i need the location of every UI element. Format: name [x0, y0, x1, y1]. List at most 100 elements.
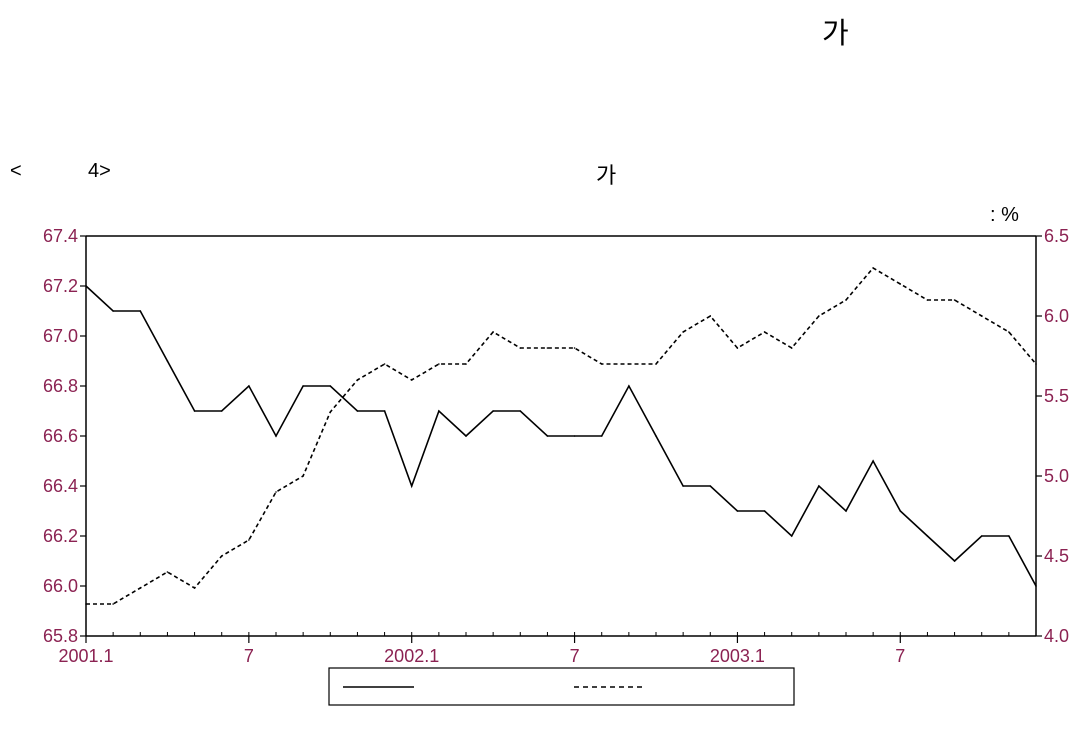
data-point: [193, 410, 196, 412]
data-point: [790, 347, 793, 349]
data-point: [329, 411, 332, 413]
left-tick-label: 66.4: [43, 476, 78, 496]
data-point: [953, 560, 956, 562]
data-point: [926, 535, 929, 537]
left-tick-label: 65.8: [43, 626, 78, 646]
x-tick-label: 2002.1: [384, 646, 439, 666]
data-point: [220, 555, 223, 557]
data-point: [519, 347, 522, 349]
data-point: [492, 331, 494, 333]
data-point: [356, 410, 359, 412]
x-tick-label: 7: [895, 646, 905, 666]
left-tick-label: 67.2: [43, 276, 78, 296]
data-point: [112, 310, 114, 312]
figure-caption-bracket: <: [10, 160, 22, 182]
data-point: [248, 539, 250, 541]
left-tick-label: 66.2: [43, 526, 78, 546]
data-point: [519, 410, 522, 412]
x-tick-label: 7: [570, 646, 580, 666]
right-tick-label: 4.5: [1044, 546, 1069, 566]
left-tick-label: 66.6: [43, 426, 78, 446]
data-point: [899, 510, 902, 512]
data-point: [655, 435, 657, 437]
series-line-solid: [85, 285, 1037, 587]
data-point: [709, 485, 712, 487]
data-point: [682, 485, 684, 487]
chart-legend: [328, 667, 795, 706]
right-tick-label: 6.0: [1044, 306, 1069, 326]
data-point: [573, 435, 576, 437]
data-point: [845, 299, 847, 301]
data-point: [899, 283, 902, 285]
left-tick-label: 66.0: [43, 576, 78, 596]
data-point: [465, 435, 467, 437]
data-point: [275, 491, 277, 493]
data-point: [438, 410, 440, 412]
unit-label: : %: [990, 204, 1019, 226]
data-point: [600, 363, 603, 365]
left-tick-label: 66.8: [43, 376, 78, 396]
data-point: [980, 535, 983, 537]
data-point: [112, 603, 114, 605]
x-tick-label: 2001.1: [58, 646, 113, 666]
x-tick-label: 2003.1: [710, 646, 765, 666]
left-axis-ticks: 65.8 66.0 66.2 66.4 66.6 66.8 67.0 67.2 67.4: [43, 226, 86, 646]
data-point: [926, 299, 929, 301]
data-point: [383, 410, 386, 412]
data-point: [953, 299, 956, 301]
data-point: [329, 385, 332, 387]
data-point: [166, 571, 169, 573]
data-point: [980, 315, 983, 317]
left-tick-label: 67.4: [43, 226, 78, 246]
figure-caption-number: 4>: [88, 160, 111, 182]
chart-series: [85, 266, 1037, 605]
data-point: [628, 363, 630, 365]
data-point: [763, 510, 766, 512]
x-axis-ticks: 2001.1 7 2002.1 7 2003.1 7: [58, 632, 1037, 666]
data-point: [655, 363, 657, 365]
right-tick-label: 6.5: [1044, 226, 1069, 246]
data-point: [736, 347, 739, 349]
figure-caption-title: 가: [596, 163, 617, 188]
data-point: [628, 385, 630, 387]
data-point: [410, 379, 413, 381]
data-point: [709, 315, 712, 317]
data-point: [818, 315, 820, 317]
data-point: [1035, 585, 1037, 587]
data-point: [85, 603, 87, 605]
data-point: [872, 460, 874, 462]
left-tick-label: 67.0: [43, 326, 78, 346]
data-point: [248, 385, 250, 387]
right-axis-ticks: 4.0 4.5 5.0 5.5 6.0 6.5: [1036, 226, 1069, 646]
data-point: [845, 510, 847, 512]
data-point: [1035, 363, 1037, 365]
data-point: [139, 310, 142, 312]
right-tick-label: 5.0: [1044, 466, 1069, 486]
data-point: [410, 485, 413, 487]
data-point: [465, 363, 467, 365]
data-point: [1008, 331, 1010, 333]
right-tick-label: 4.0: [1044, 626, 1069, 646]
data-point: [275, 435, 277, 437]
data-point: [736, 510, 739, 512]
right-tick-label: 5.5: [1044, 386, 1069, 406]
data-point: [818, 485, 820, 487]
data-point: [492, 410, 494, 412]
data-point: [139, 587, 142, 589]
data-point: [302, 475, 304, 477]
data-point: [573, 347, 576, 349]
page-heading: 가: [822, 18, 849, 50]
data-point: [546, 435, 549, 437]
data-point: [682, 331, 684, 333]
data-point: [790, 535, 793, 537]
data-point: [546, 347, 549, 349]
data-point: [872, 267, 874, 269]
series-line-dashed: [86, 266, 1037, 605]
data-point: [302, 385, 304, 387]
x-tick-label: 7: [244, 646, 254, 666]
data-point: [383, 363, 386, 365]
data-point: [763, 331, 766, 333]
data-point: [85, 285, 87, 287]
data-point: [1008, 535, 1010, 537]
